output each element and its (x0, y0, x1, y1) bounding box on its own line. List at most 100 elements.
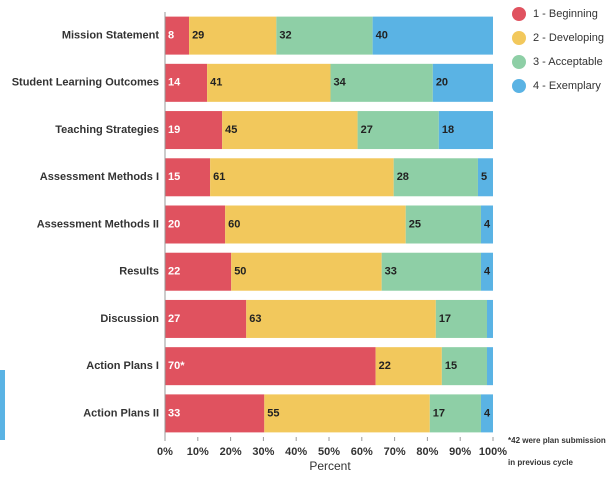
value-label: 18 (442, 124, 454, 136)
bar-segment (480, 394, 493, 433)
bar-segment (165, 205, 226, 244)
bar-segment (207, 63, 331, 102)
bar-segment (165, 158, 211, 197)
bar-segment (165, 347, 376, 386)
bar-segment (477, 158, 493, 197)
bar-segment (189, 16, 277, 55)
footnote: *42 were plan submission in previous cyc… (508, 436, 606, 467)
x-tick-label: 30% (252, 446, 274, 458)
value-label: 28 (397, 171, 409, 183)
bar-segment (165, 394, 265, 433)
bar-segment (372, 16, 493, 55)
value-label: 27 (168, 313, 180, 325)
bar-segment (480, 205, 493, 244)
y-tick-label: Teaching Strategies (55, 124, 159, 136)
bar-segment (225, 205, 406, 244)
value-label: 61 (213, 171, 225, 183)
value-label: 19 (168, 124, 180, 136)
edge-decoration (0, 370, 5, 440)
value-label: 60 (228, 218, 240, 230)
y-tick-label: Action Plans I (86, 360, 159, 372)
x-tick-label: 0% (157, 446, 173, 458)
x-tick-label: 80% (416, 446, 438, 458)
value-label: 33 (385, 266, 397, 278)
bar-segment (165, 252, 232, 291)
y-tick-label: Action Plans II (83, 407, 159, 419)
value-label: 63 (249, 313, 261, 325)
x-tick-label: 10% (187, 446, 209, 458)
x-tick-label: 40% (285, 446, 307, 458)
legend-swatch (512, 7, 526, 21)
bar-segment (222, 111, 358, 150)
value-label: 17 (439, 313, 451, 325)
value-label: 5 (481, 171, 487, 183)
bar-segment (381, 252, 481, 291)
value-label: 50 (234, 266, 246, 278)
value-label: 15 (168, 171, 180, 183)
value-label: 4 (484, 407, 491, 419)
value-label: 34 (334, 77, 347, 89)
bar-segment (429, 394, 481, 433)
footnote-box: *42 were plan submission in previous cyc… (508, 436, 606, 467)
bar-segment (486, 347, 493, 386)
x-tick-label: 50% (318, 446, 340, 458)
bar-segment (432, 63, 493, 102)
value-label: 4 (484, 266, 491, 278)
bar-segment (165, 111, 223, 150)
bar-segment (393, 158, 478, 197)
legend-swatch (512, 55, 526, 69)
x-tick-label: 100% (479, 446, 507, 458)
legend-label: 4 - Exemplary (533, 80, 601, 92)
bar-segment (165, 16, 190, 55)
bar-segment (231, 252, 382, 291)
legend-label: 1 - Beginning (533, 8, 598, 20)
y-tick-label: Assessment Methods I (40, 171, 159, 183)
value-label: 20 (436, 77, 448, 89)
value-label: 15 (445, 360, 457, 372)
bar-segment (441, 347, 487, 386)
value-label: 22 (379, 360, 391, 372)
value-label: 22 (168, 266, 180, 278)
x-tick-label: 70% (384, 446, 406, 458)
bar-segment (330, 63, 433, 102)
x-tick-label: 90% (449, 446, 471, 458)
x-tick-label: 60% (351, 446, 373, 458)
bar-segment (375, 347, 442, 386)
x-tick-label: 20% (220, 446, 242, 458)
y-tick-label: Discussion (100, 313, 159, 325)
bar-segment (210, 158, 394, 197)
value-label: 25 (409, 218, 421, 230)
bar-segment (435, 299, 487, 338)
value-label: 41 (210, 77, 222, 89)
value-label: 40 (376, 30, 388, 42)
y-tick-label: Assessment Methods II (37, 218, 159, 230)
bar-segment (405, 205, 481, 244)
legend-swatch (512, 31, 526, 45)
value-label: 20 (168, 218, 180, 230)
value-label: 45 (225, 124, 237, 136)
bar-segment (480, 252, 493, 291)
value-label: 29 (192, 30, 204, 42)
value-label: 33 (168, 407, 180, 419)
bar-segment (264, 394, 430, 433)
y-tick-label: Student Learning Outcomes (12, 77, 159, 89)
value-label: 14 (168, 77, 181, 89)
value-label: 17 (433, 407, 445, 419)
value-label: 55 (267, 407, 279, 419)
value-label: 70* (168, 360, 185, 372)
y-tick-label: Mission Statement (62, 30, 160, 42)
bar-segment (438, 111, 493, 150)
value-label: 32 (279, 30, 291, 42)
bar-segment (276, 16, 373, 55)
bar-segment (357, 111, 439, 150)
value-label: 27 (361, 124, 373, 136)
legend-label: 3 - Acceptable (533, 56, 603, 68)
bar-segment (165, 63, 208, 102)
legend-label: 2 - Developing (533, 32, 604, 44)
bar-segment (486, 299, 493, 338)
y-tick-label: Results (119, 266, 159, 278)
legend-swatch (512, 79, 526, 93)
bar-segment (165, 299, 247, 338)
value-label: 4 (484, 218, 491, 230)
